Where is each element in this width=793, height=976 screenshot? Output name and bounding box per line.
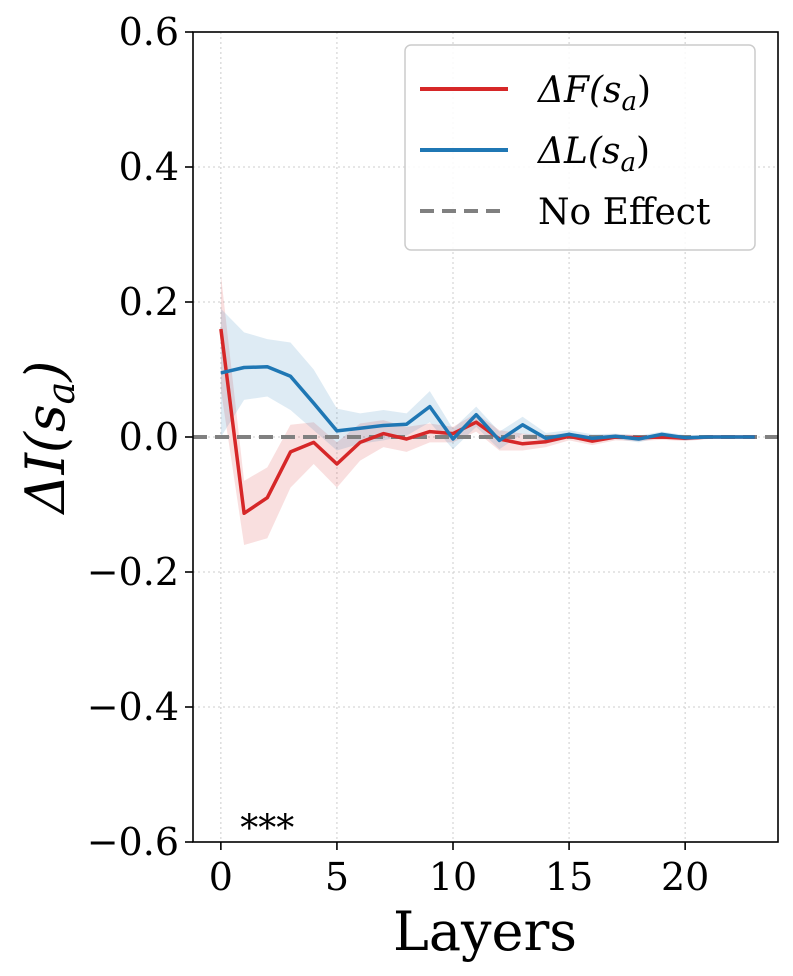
confidence-bands <box>220 275 755 545</box>
legend-label-delta-f-sub: a <box>622 87 638 117</box>
legend-label-delta-f: ΔF(sa) <box>536 70 651 117</box>
x-axis-title: Layers <box>393 900 577 963</box>
x-tick-label: 10 <box>429 855 477 899</box>
y-tick-label: −0.2 <box>87 550 179 594</box>
legend-label-no-effect: No Effect <box>538 192 711 233</box>
y-axis-title-tail: ) <box>14 361 77 383</box>
legend-label-delta-l-tail: ) <box>636 131 650 172</box>
y-axis-title-sub: a <box>39 382 83 405</box>
series-line-delta-l <box>220 365 755 443</box>
y-axis-title: ΔI(sa) <box>14 361 83 516</box>
confidence-band-delta-f <box>220 275 755 545</box>
x-tick-label: 20 <box>661 855 709 899</box>
y-tick-label: −0.6 <box>87 820 179 864</box>
legend-box <box>404 44 756 251</box>
legend-label-delta-l-sub: a <box>620 148 636 178</box>
x-tick-label: 0 <box>209 855 233 899</box>
confidence-band-delta-l <box>220 308 755 451</box>
legend-label-delta-f-main: ΔF(s <box>536 70 622 111</box>
x-tick-label: 5 <box>325 855 349 899</box>
y-tick-label: −0.4 <box>87 685 179 729</box>
y-tick-label: 0.2 <box>119 280 179 324</box>
significance-annotation: *** <box>240 808 294 849</box>
legend: ΔF(sa) ΔL(sa) No Effect <box>404 44 756 251</box>
y-tick-label: 0.0 <box>119 415 179 459</box>
series-lines <box>219 328 755 516</box>
y-axis-title-main: ΔI(s <box>14 404 77 515</box>
series-line-delta-f <box>219 328 755 516</box>
y-axis-ticks: −0.6 −0.4 −0.2 0.0 0.2 0.4 0.6 <box>87 10 193 864</box>
y-tick-label: 0.6 <box>119 10 179 54</box>
x-axis-ticks: 0 5 10 15 20 <box>209 842 709 899</box>
legend-label-delta-l-main: ΔL(s <box>536 131 620 172</box>
y-tick-label: 0.4 <box>119 145 179 189</box>
legend-label-delta-f-tail: ) <box>637 70 651 111</box>
legend-label-delta-l: ΔL(sa) <box>536 131 650 178</box>
x-tick-label: 15 <box>545 855 593 899</box>
